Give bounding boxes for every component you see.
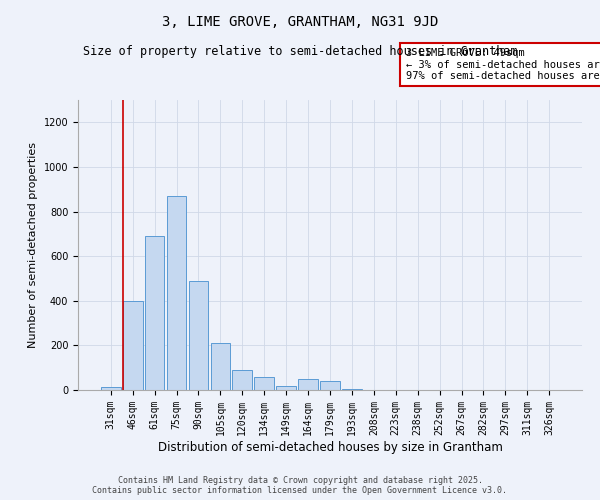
Bar: [123, 301, 143, 390]
Text: Contains HM Land Registry data © Crown copyright and database right 2025.
Contai: Contains HM Land Registry data © Crown c…: [92, 476, 508, 495]
Bar: [232, 370, 252, 390]
Bar: [101, 386, 121, 390]
Bar: [188, 280, 208, 390]
Text: 3, LIME GROVE, GRANTHAM, NG31 9JD: 3, LIME GROVE, GRANTHAM, NG31 9JD: [162, 15, 438, 29]
Bar: [298, 379, 318, 390]
Text: Size of property relative to semi-detached houses in Grantham: Size of property relative to semi-detach…: [83, 45, 517, 58]
Bar: [145, 236, 164, 390]
Bar: [320, 381, 340, 390]
Bar: [276, 386, 296, 390]
Bar: [211, 343, 230, 390]
X-axis label: Distribution of semi-detached houses by size in Grantham: Distribution of semi-detached houses by …: [158, 440, 502, 454]
Y-axis label: Number of semi-detached properties: Number of semi-detached properties: [28, 142, 38, 348]
Text: 3 LIME GROVE: 49sqm
← 3% of semi-detached houses are smaller (89)
97% of semi-de: 3 LIME GROVE: 49sqm ← 3% of semi-detache…: [406, 48, 600, 81]
Bar: [342, 389, 362, 390]
Bar: [167, 196, 187, 390]
Bar: [254, 376, 274, 390]
